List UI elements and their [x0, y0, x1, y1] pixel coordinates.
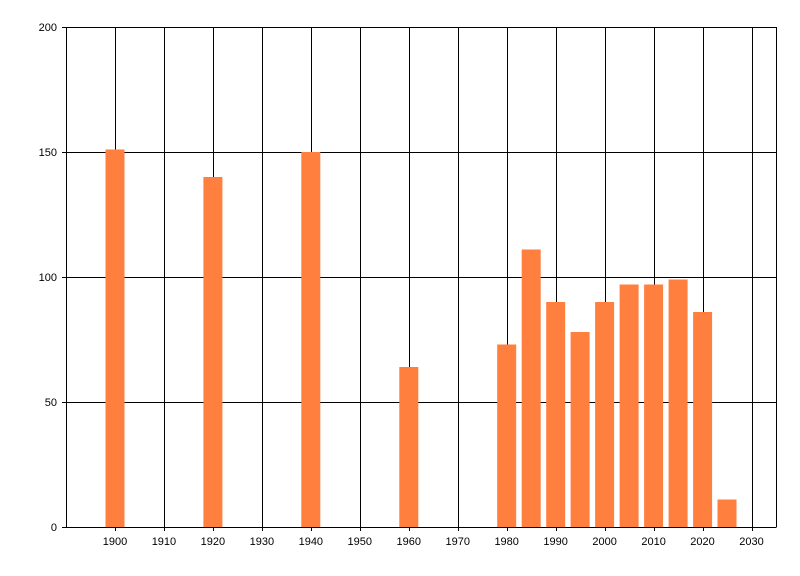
bar-2000: [595, 302, 615, 527]
grid: [62, 27, 776, 531]
bar-1980: [497, 344, 517, 527]
bar-2020: [693, 312, 713, 527]
x-tick-label-2010: 2010: [641, 536, 665, 548]
x-tick-label-1950: 1950: [348, 536, 372, 548]
x-tick-label-1980: 1980: [494, 536, 518, 548]
bar-1985: [521, 249, 541, 527]
bar-1990: [546, 302, 566, 527]
bar-1960: [399, 367, 419, 527]
bar-2005: [619, 284, 639, 527]
bar-1940: [301, 152, 321, 527]
bar-1920: [203, 177, 223, 527]
bar-2010: [644, 284, 664, 527]
x-tick-label-1930: 1930: [250, 536, 274, 548]
bar-2025: [717, 499, 737, 527]
y-tick-label-200: 200: [39, 22, 57, 34]
y-tick-label-100: 100: [39, 272, 57, 284]
x-tick-label-1960: 1960: [397, 536, 421, 548]
bars: [105, 149, 737, 527]
x-tick-label-1920: 1920: [201, 536, 225, 548]
axes: [66, 27, 777, 528]
bar-2015: [668, 279, 688, 527]
bar-1900: [105, 149, 125, 527]
bar-1995: [570, 332, 590, 527]
x-tick-label-1910: 1910: [152, 536, 176, 548]
x-tick-label-1940: 1940: [299, 536, 323, 548]
x-tick-label-2000: 2000: [592, 536, 616, 548]
y-tick-label-150: 150: [39, 147, 57, 159]
y-tick-label-0: 0: [51, 522, 57, 534]
x-tick-label-2030: 2030: [739, 536, 763, 548]
x-tick-label-1990: 1990: [543, 536, 567, 548]
x-tick-labels: 1900 1910 1920 1930 1940 1950 1960 1970 1980 1990…: [103, 536, 764, 548]
x-tick-label-1970: 1970: [445, 536, 469, 548]
x-tick-label-1900: 1900: [103, 536, 127, 548]
y-tick-labels: 0 50 100 150 200: [39, 22, 57, 534]
y-tick-label-50: 50: [45, 397, 57, 409]
x-tick-label-2020: 2020: [690, 536, 714, 548]
